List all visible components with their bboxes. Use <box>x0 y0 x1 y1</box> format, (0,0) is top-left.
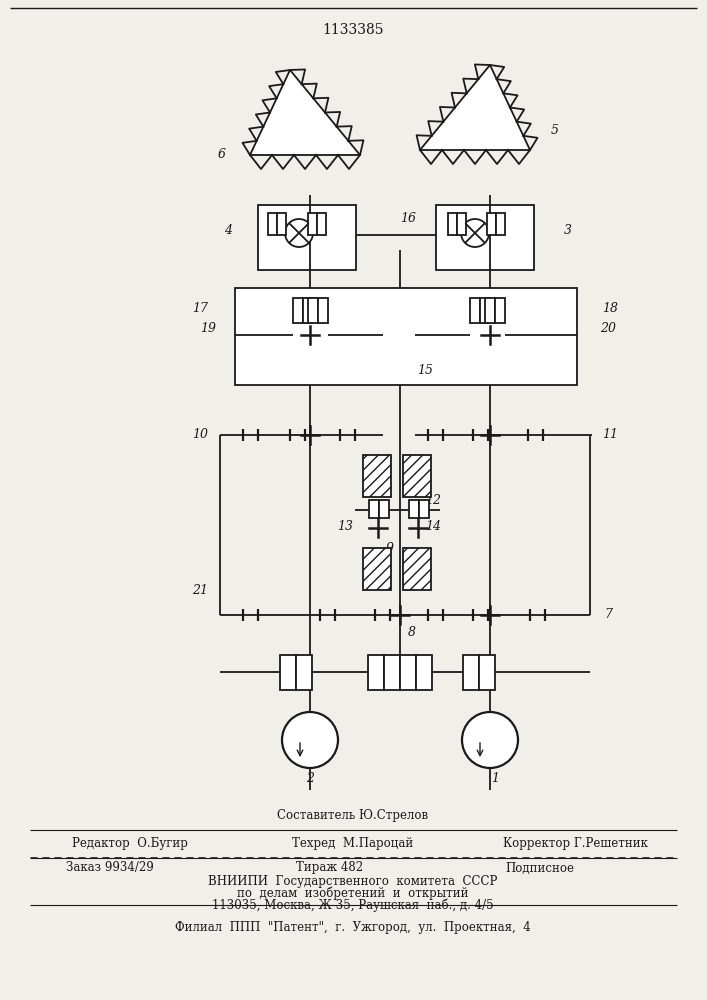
Text: 113035, Москва, Ж-35, Раушская  наб., д. 4/5: 113035, Москва, Ж-35, Раушская наб., д. … <box>212 898 493 912</box>
Text: 16: 16 <box>400 212 416 225</box>
Text: 7: 7 <box>604 608 612 621</box>
Text: Техред  М.Пароцай: Техред М.Пароцай <box>293 836 414 850</box>
Bar <box>363 548 391 590</box>
Circle shape <box>282 712 338 768</box>
Bar <box>436 205 534 270</box>
Text: Заказ 9934/29: Заказ 9934/29 <box>66 861 154 874</box>
Bar <box>448 213 457 235</box>
Text: по  делам  изобретений  и  открытий: по делам изобретений и открытий <box>238 886 469 900</box>
Bar <box>235 288 577 385</box>
Text: 21: 21 <box>192 584 208 596</box>
Text: 18: 18 <box>602 302 618 314</box>
Text: Филиал  ППП  "Патент",  г.  Ужгород,  ул.  Проектная,  4: Филиал ППП "Патент", г. Ужгород, ул. Про… <box>175 920 531 934</box>
Text: ВНИИПИ  Государственного  комитета  СССР: ВНИИПИ Государственного комитета СССР <box>209 874 498 888</box>
Bar <box>384 655 400 690</box>
Bar <box>400 655 416 690</box>
Bar <box>495 298 505 323</box>
Circle shape <box>285 219 313 247</box>
Text: 5: 5 <box>551 123 559 136</box>
Bar <box>485 298 495 323</box>
Bar <box>258 205 356 270</box>
Bar <box>318 298 328 323</box>
Bar <box>369 500 379 518</box>
Bar <box>403 548 431 590</box>
Text: 1133385: 1133385 <box>322 23 384 37</box>
Text: 2: 2 <box>306 772 314 784</box>
Text: 9: 9 <box>386 542 394 554</box>
Text: Подписное: Подписное <box>506 861 575 874</box>
Bar <box>496 213 505 235</box>
Text: 20: 20 <box>600 322 616 334</box>
Bar <box>379 500 389 518</box>
Bar <box>308 213 317 235</box>
Bar <box>463 655 479 690</box>
Bar <box>317 213 326 235</box>
Bar <box>479 655 495 690</box>
Text: 17: 17 <box>192 302 208 314</box>
Circle shape <box>461 219 489 247</box>
Text: 13: 13 <box>337 520 353 534</box>
Text: 4: 4 <box>224 224 232 236</box>
Text: 19: 19 <box>200 322 216 334</box>
Bar <box>277 213 286 235</box>
Bar <box>409 500 419 518</box>
Bar <box>480 298 490 323</box>
Text: 1: 1 <box>491 772 499 784</box>
Text: Тираж 482: Тираж 482 <box>296 861 363 874</box>
Text: 12: 12 <box>425 493 441 506</box>
Text: 15: 15 <box>417 363 433 376</box>
Polygon shape <box>420 65 530 150</box>
Text: 6: 6 <box>218 148 226 161</box>
Text: Корректор Г.Решетник: Корректор Г.Решетник <box>503 836 648 850</box>
Text: 8: 8 <box>408 626 416 639</box>
Bar <box>303 298 313 323</box>
Bar <box>403 455 431 497</box>
Bar <box>457 213 466 235</box>
Bar <box>470 298 480 323</box>
Bar <box>416 655 432 690</box>
Bar <box>308 298 318 323</box>
Bar <box>368 655 384 690</box>
Bar <box>280 655 296 690</box>
Bar <box>419 500 429 518</box>
Text: 11: 11 <box>602 428 618 442</box>
Bar <box>268 213 277 235</box>
Text: 10: 10 <box>192 428 208 442</box>
Polygon shape <box>250 70 360 155</box>
Text: 3: 3 <box>564 224 572 236</box>
Bar <box>487 213 496 235</box>
Circle shape <box>462 712 518 768</box>
Bar <box>363 455 391 497</box>
Text: Составитель Ю.Стрелов: Составитель Ю.Стрелов <box>277 808 428 822</box>
Bar <box>296 655 312 690</box>
Text: 14: 14 <box>425 520 441 534</box>
Text: Редактор  О.Бугир: Редактор О.Бугир <box>72 836 188 850</box>
Bar <box>293 298 303 323</box>
